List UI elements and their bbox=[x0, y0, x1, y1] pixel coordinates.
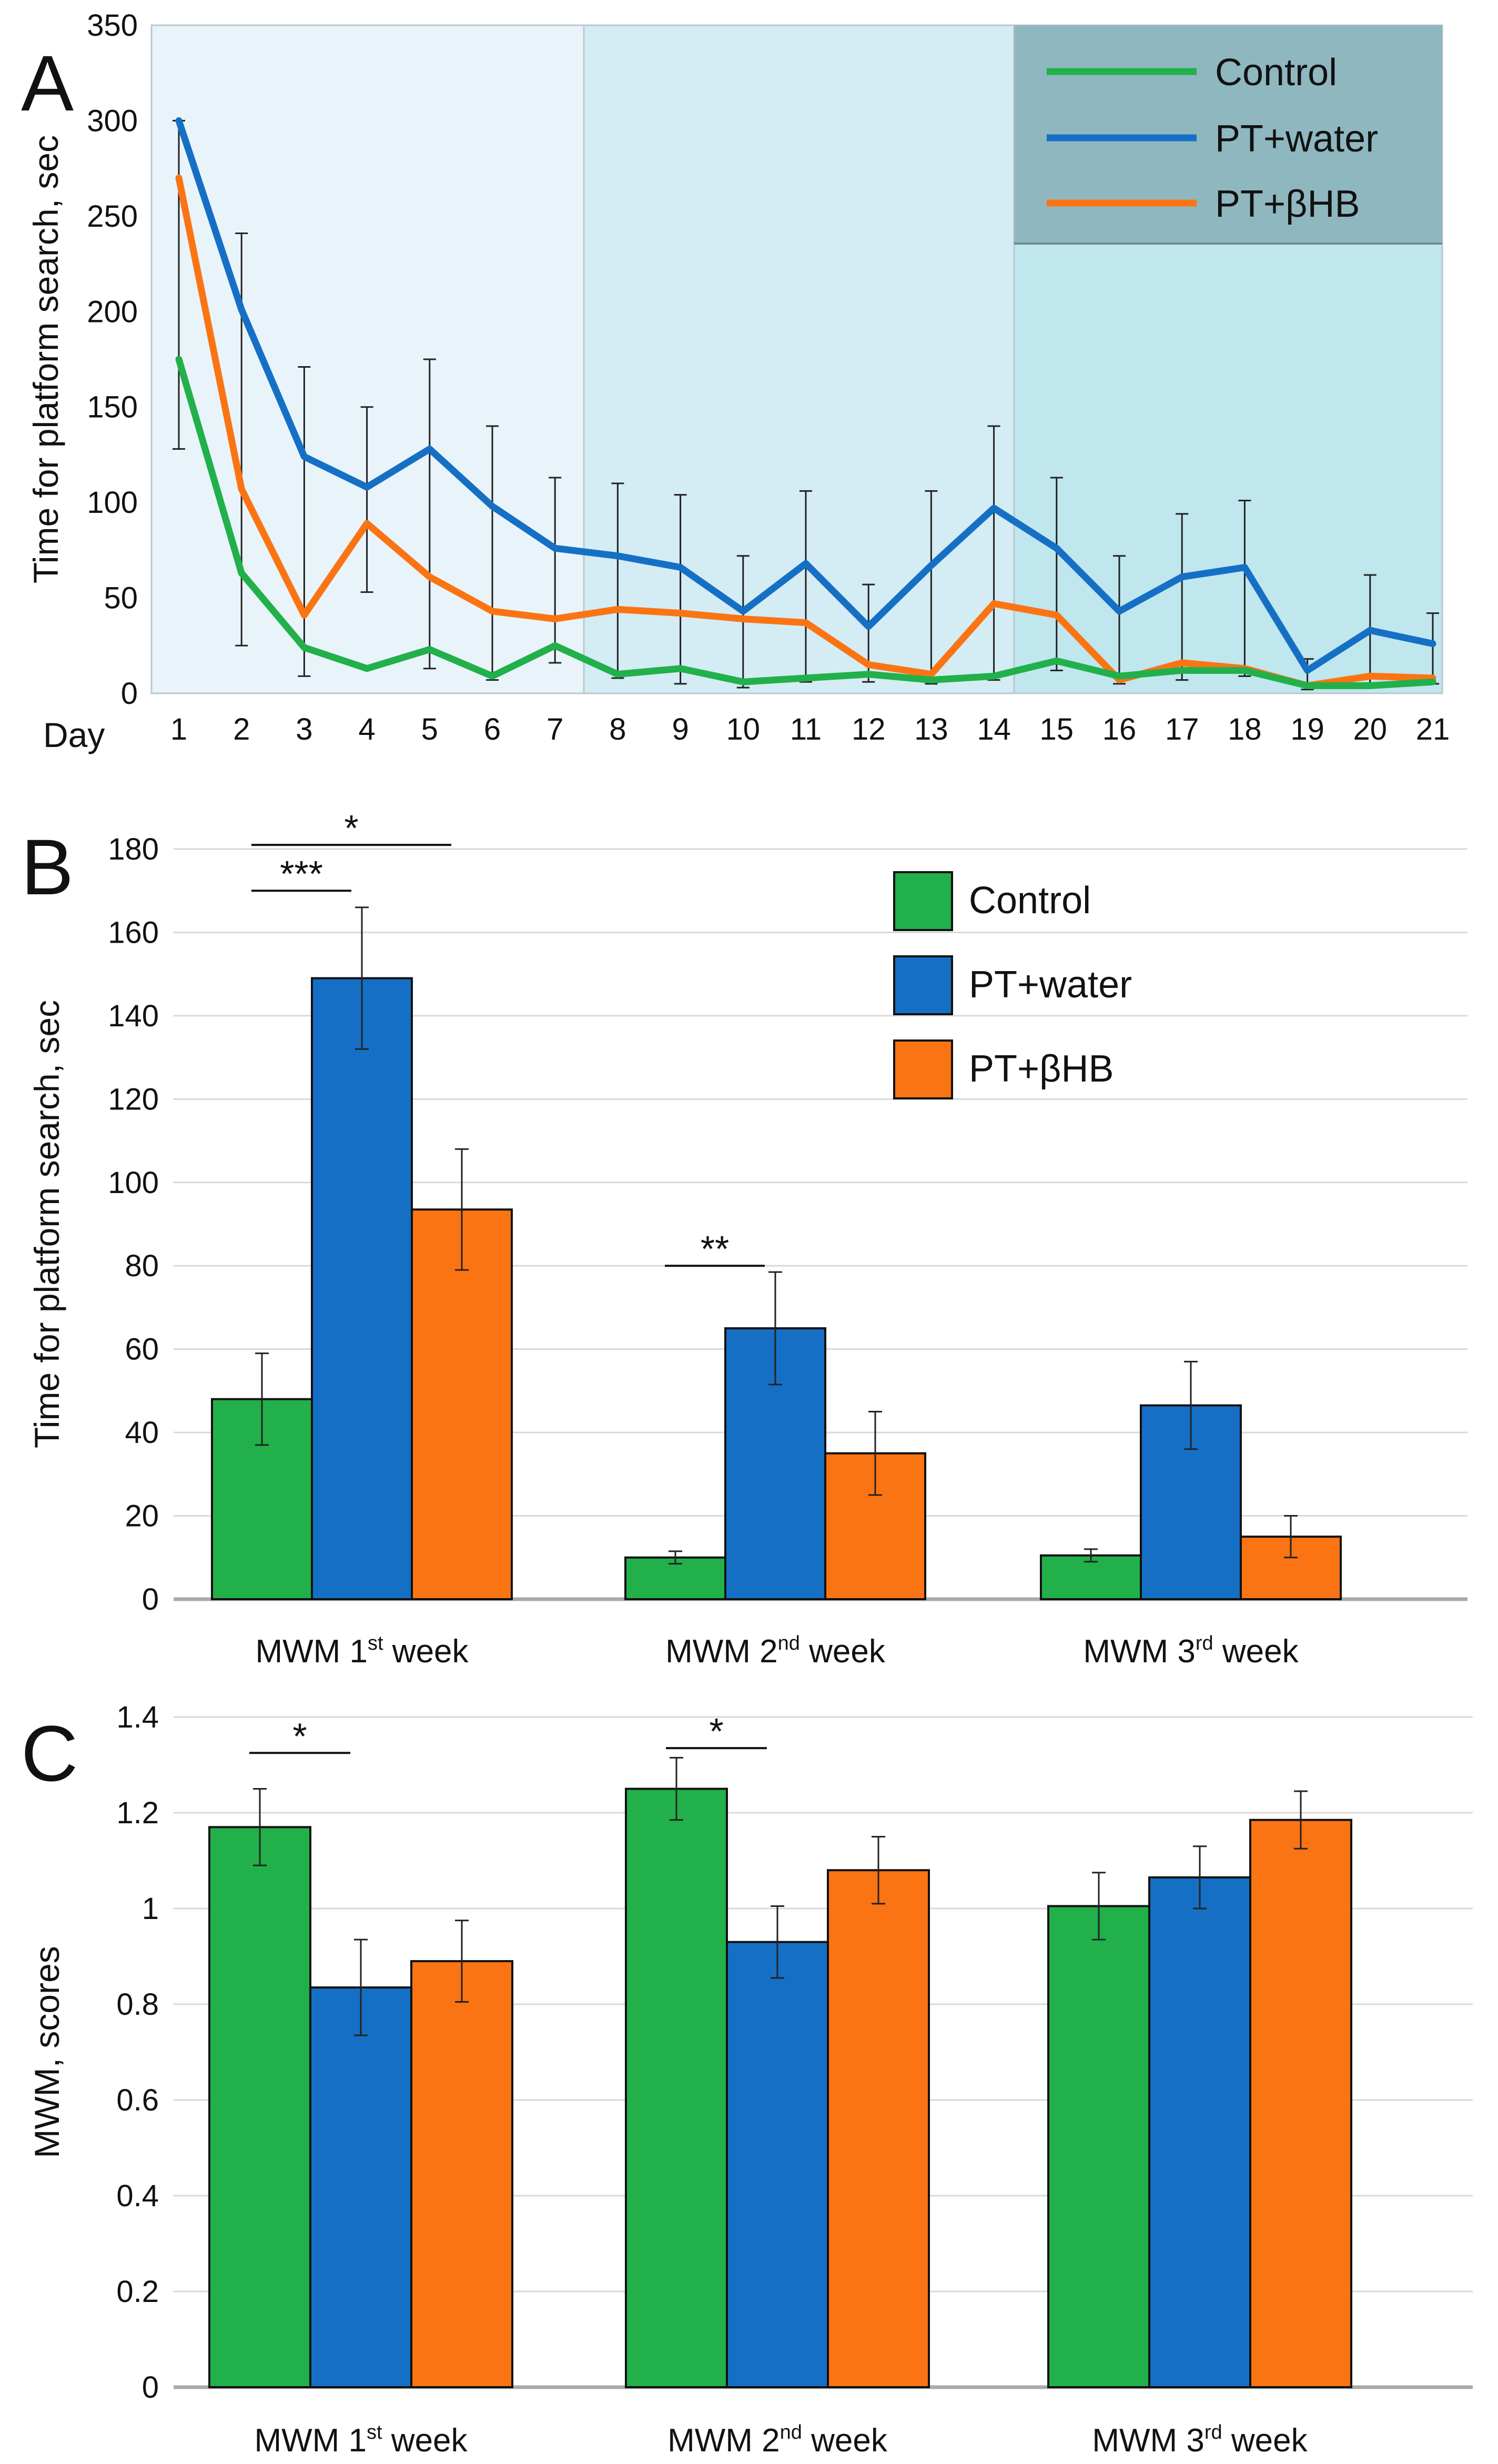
y-tick-label-0-6: 0.6 bbox=[116, 2083, 159, 2117]
bar-pt-hb-week-1 bbox=[410, 1960, 513, 2389]
y-axis-label: MWM, scores bbox=[27, 1946, 66, 2158]
x-category-label-week-1: MWM 1st week bbox=[255, 1632, 469, 1670]
significance-label-2: * bbox=[709, 1711, 723, 1752]
legend-label-pt-water: PT+water bbox=[969, 964, 1132, 1006]
series-line-pt-water bbox=[175, 117, 1436, 674]
bar-control-week-3 bbox=[1040, 1554, 1142, 1600]
y-tick-label-150: 150 bbox=[87, 390, 138, 425]
legend-label-pt-water: PT+water bbox=[1215, 118, 1378, 160]
y-tick-label-1-2: 1.2 bbox=[116, 1796, 159, 1830]
x-tick-label-1: 1 bbox=[170, 712, 187, 746]
x-tick-label-15: 15 bbox=[1040, 712, 1074, 746]
legend-swatch-pt-water bbox=[893, 955, 953, 1015]
bar-control-week-1 bbox=[208, 1826, 311, 2388]
x-tick-label-6: 6 bbox=[484, 712, 501, 746]
y-tick-label-0-2: 0.2 bbox=[116, 2275, 159, 2309]
panel-a: A 0 50 100 150 200 250 300 350 Time for platform … bbox=[21, 8, 1450, 754]
bar-pt-water-week-1 bbox=[309, 1986, 412, 2388]
series-line-control bbox=[175, 356, 1436, 689]
y-tick-label-120: 120 bbox=[108, 1082, 159, 1116]
y-tick-label-200: 200 bbox=[87, 295, 138, 329]
x-axis-label: Day bbox=[43, 715, 105, 754]
y-tick-label-1: 1 bbox=[142, 1892, 159, 1926]
x-tick-label-7: 7 bbox=[546, 712, 563, 746]
legend-label-control: Control bbox=[1215, 52, 1337, 94]
series-line-pt-hb bbox=[175, 174, 1436, 689]
y-tick-label-0-8: 0.8 bbox=[116, 1987, 159, 2022]
bar-pt-water-week-2 bbox=[726, 1941, 829, 2388]
legend-swatch-pt-hb bbox=[893, 1039, 953, 1099]
x-category-label-week-1: MWM 1st week bbox=[254, 2421, 468, 2459]
panel-b: B 0 20 40 60 80 100 120 140 160 180 Time for platfo… bbox=[21, 807, 1467, 1670]
y-axis-label: Time for platform search, sec bbox=[26, 135, 65, 583]
y-tick-label-0: 0 bbox=[142, 1582, 159, 1617]
x-tick-label-3: 3 bbox=[296, 712, 312, 746]
legend-label-pt-hb: PT+βHB bbox=[1215, 183, 1360, 225]
legend-label-control: Control bbox=[969, 880, 1091, 922]
bar-pt-hb-week-1 bbox=[411, 1208, 513, 1600]
bar-control-week-2 bbox=[625, 1788, 728, 2388]
y-tick-label-20: 20 bbox=[125, 1499, 159, 1533]
y-tick-label-80: 80 bbox=[125, 1249, 159, 1283]
y-tick-label-0: 0 bbox=[142, 2370, 159, 2405]
x-tick-label-2: 2 bbox=[233, 712, 250, 746]
panel-letter-a: A bbox=[21, 39, 74, 127]
y-tick-label-50: 50 bbox=[104, 581, 138, 615]
significance-label-1: * bbox=[292, 1715, 307, 1756]
panel-letter-b: B bbox=[21, 823, 74, 911]
y-tick-label-0: 0 bbox=[121, 676, 138, 711]
y-tick-label-250: 250 bbox=[87, 199, 138, 234]
significance-label-2: *** bbox=[280, 853, 323, 894]
y-tick-label-350: 350 bbox=[87, 8, 138, 43]
panel-letter-c: C bbox=[21, 1709, 78, 1797]
x-tick-label-5: 5 bbox=[421, 712, 438, 746]
x-tick-label-18: 18 bbox=[1228, 712, 1262, 746]
bar-pt-water-week-1 bbox=[311, 977, 413, 1600]
y-tick-label-40: 40 bbox=[125, 1416, 159, 1450]
y-tick-label-300: 300 bbox=[87, 104, 138, 138]
y-tick-label-160: 160 bbox=[108, 915, 159, 950]
legend-swatch-control bbox=[893, 871, 953, 931]
significance-label-1: * bbox=[344, 807, 358, 849]
x-tick-label-8: 8 bbox=[609, 712, 626, 746]
x-tick-label-10: 10 bbox=[726, 712, 761, 746]
x-tick-label-4: 4 bbox=[358, 712, 375, 746]
x-tick-label-19: 19 bbox=[1290, 712, 1324, 746]
y-tick-label-100: 100 bbox=[108, 1166, 159, 1200]
week-2-band bbox=[583, 24, 1015, 694]
y-tick-label-140: 140 bbox=[108, 999, 159, 1033]
legend-label-pt-hb: PT+βHB bbox=[969, 1048, 1114, 1090]
bar-pt-hb-week-2 bbox=[827, 1869, 930, 2388]
bar-pt-water-week-3 bbox=[1148, 1876, 1251, 2389]
y-tick-label-1-4: 1.4 bbox=[116, 1700, 159, 1734]
panel-c: C 0 0.2 0.4 0.6 0.8 1 1.2 1.4 MWM, scores MWM 1st … bbox=[21, 1700, 1473, 2459]
x-tick-label-20: 20 bbox=[1353, 712, 1388, 746]
x-category-label-week-2: MWM 2nd week bbox=[667, 2421, 888, 2459]
y-tick-label-100: 100 bbox=[87, 486, 138, 520]
x-tick-label-12: 12 bbox=[852, 712, 886, 746]
bar-control-week-3 bbox=[1047, 1905, 1150, 2388]
x-category-label-week-2: MWM 2nd week bbox=[665, 1632, 886, 1670]
y-tick-label-180: 180 bbox=[108, 832, 159, 866]
bar-pt-hb-week-3 bbox=[1249, 1819, 1352, 2388]
x-tick-label-11: 11 bbox=[790, 712, 822, 746]
x-tick-label-16: 16 bbox=[1102, 712, 1137, 746]
x-tick-label-17: 17 bbox=[1165, 712, 1199, 746]
x-tick-label-14: 14 bbox=[977, 712, 1011, 746]
x-category-label-week-3: MWM 3rd week bbox=[1083, 1632, 1299, 1670]
y-axis-label: Time for platform search, sec bbox=[27, 1000, 66, 1448]
x-tick-label-9: 9 bbox=[672, 712, 689, 746]
x-tick-label-21: 21 bbox=[1416, 712, 1450, 746]
significance-label-3: ** bbox=[701, 1228, 729, 1269]
y-tick-label-0-4: 0.4 bbox=[116, 2179, 159, 2213]
x-category-label-week-3: MWM 3rd week bbox=[1092, 2421, 1308, 2459]
y-tick-label-60: 60 bbox=[125, 1332, 159, 1367]
x-tick-label-13: 13 bbox=[914, 712, 948, 746]
